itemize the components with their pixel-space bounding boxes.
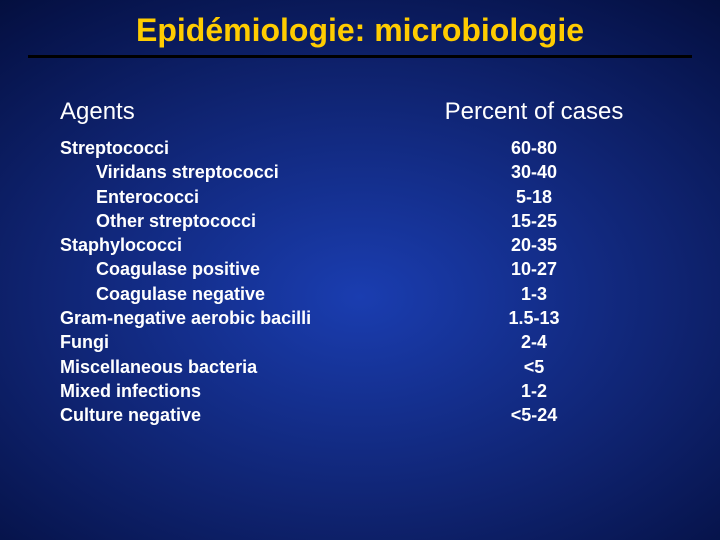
percent-cell: 10-27 [408,257,660,281]
header-agents: Agents [60,98,408,126]
percent-cell: <5-24 [408,403,660,427]
agent-cell: Other streptococci [60,209,408,233]
table-row: Miscellaneous bacteria<5 [60,355,660,379]
table-row: Culture negative<5-24 [60,403,660,427]
agent-cell: Streptococci [60,136,408,160]
agent-cell: Coagulase negative [60,282,408,306]
percent-cell: 2-4 [408,330,660,354]
percent-cell: 20-35 [408,233,660,257]
table-row: Coagulase positive10-27 [60,257,660,281]
percent-cell: 1-3 [408,282,660,306]
agent-cell: Gram-negative aerobic bacilli [60,306,408,330]
agent-cell: Viridans streptococci [60,160,408,184]
percent-cell: 30-40 [408,160,660,184]
table-row: Viridans streptococci30-40 [60,160,660,184]
table-row: Gram-negative aerobic bacilli1.5-13 [60,306,660,330]
percent-cell: 1-2 [408,379,660,403]
agent-cell: Miscellaneous bacteria [60,355,408,379]
agent-cell: Enterococci [60,185,408,209]
header-percent: Percent of cases [408,98,660,126]
data-rows: Streptococci60-80Viridans streptococci30… [60,136,660,428]
table-row: Fungi2-4 [60,330,660,354]
agent-cell: Fungi [60,330,408,354]
percent-cell: 5-18 [408,185,660,209]
table-row: Mixed infections1-2 [60,379,660,403]
slide-title: Epidémiologie: microbiologie [0,0,720,49]
content-area: Agents Percent of cases Streptococci60-8… [0,58,720,428]
agent-cell: Staphylococci [60,233,408,257]
percent-cell: 1.5-13 [408,306,660,330]
percent-cell: 60-80 [408,136,660,160]
agent-cell: Mixed infections [60,379,408,403]
table-row: Streptococci60-80 [60,136,660,160]
table-row: Enterococci5-18 [60,185,660,209]
agent-cell: Coagulase positive [60,257,408,281]
table-row: Staphylococci20-35 [60,233,660,257]
percent-cell: 15-25 [408,209,660,233]
table-row: Coagulase negative1-3 [60,282,660,306]
column-headers: Agents Percent of cases [60,98,660,126]
slide: Epidémiologie: microbiologie Agents Perc… [0,0,720,540]
agent-cell: Culture negative [60,403,408,427]
percent-cell: <5 [408,355,660,379]
table-row: Other streptococci15-25 [60,209,660,233]
